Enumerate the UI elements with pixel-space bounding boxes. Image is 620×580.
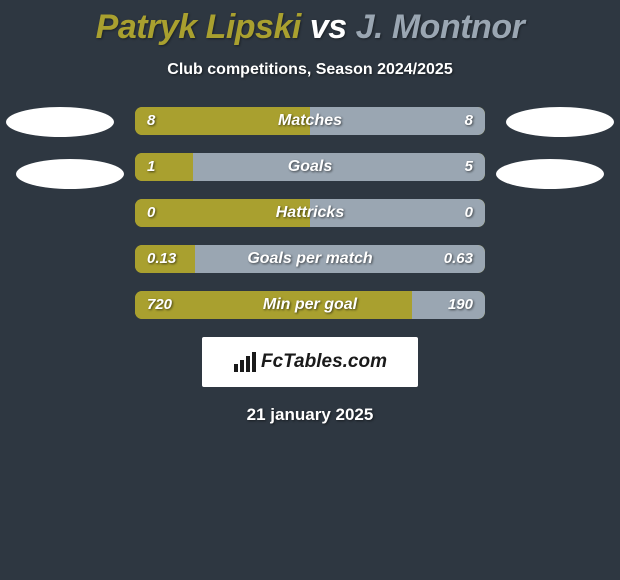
stats-area: 8 Matches 8 1 Goals 5 0 Hattricks 0 (0, 107, 620, 319)
bars-icon (233, 352, 257, 372)
stat-label: Matches (135, 107, 485, 135)
player2-badge-2 (496, 159, 604, 189)
date: 21 january 2025 (0, 405, 620, 425)
player1-badge-2 (16, 159, 124, 189)
stat-row: 8 Matches 8 (135, 107, 485, 135)
stat-label: Goals (135, 153, 485, 181)
stat-right-value: 0.63 (444, 245, 473, 273)
logo-text: FcTables.com (261, 351, 387, 373)
stat-right-value: 5 (465, 153, 473, 181)
stat-right-value: 8 (465, 107, 473, 135)
stat-right-value: 0 (465, 199, 473, 227)
logo-box: FcTables.com (202, 337, 418, 387)
player2-name: J. Montnor (356, 8, 525, 46)
vs-text: vs (310, 8, 347, 46)
player1-badge (6, 107, 114, 137)
stat-label: Goals per match (135, 245, 485, 273)
stat-row: 720 Min per goal 190 (135, 291, 485, 319)
stat-row: 0.13 Goals per match 0.63 (135, 245, 485, 273)
bars-container: 8 Matches 8 1 Goals 5 0 Hattricks 0 (135, 107, 485, 319)
stat-right-value: 190 (448, 291, 473, 319)
player2-badge (506, 107, 614, 137)
subtitle: Club competitions, Season 2024/2025 (0, 61, 620, 79)
stat-label: Min per goal (135, 291, 485, 319)
title: Patryk Lipski vs J. Montnor (0, 0, 620, 47)
player1-name: Patryk Lipski (96, 8, 301, 46)
stat-row: 1 Goals 5 (135, 153, 485, 181)
stat-label: Hattricks (135, 199, 485, 227)
logo: FcTables.com (233, 351, 387, 373)
comparison-card: Patryk Lipski vs J. Montnor Club competi… (0, 0, 620, 580)
stat-row: 0 Hattricks 0 (135, 199, 485, 227)
